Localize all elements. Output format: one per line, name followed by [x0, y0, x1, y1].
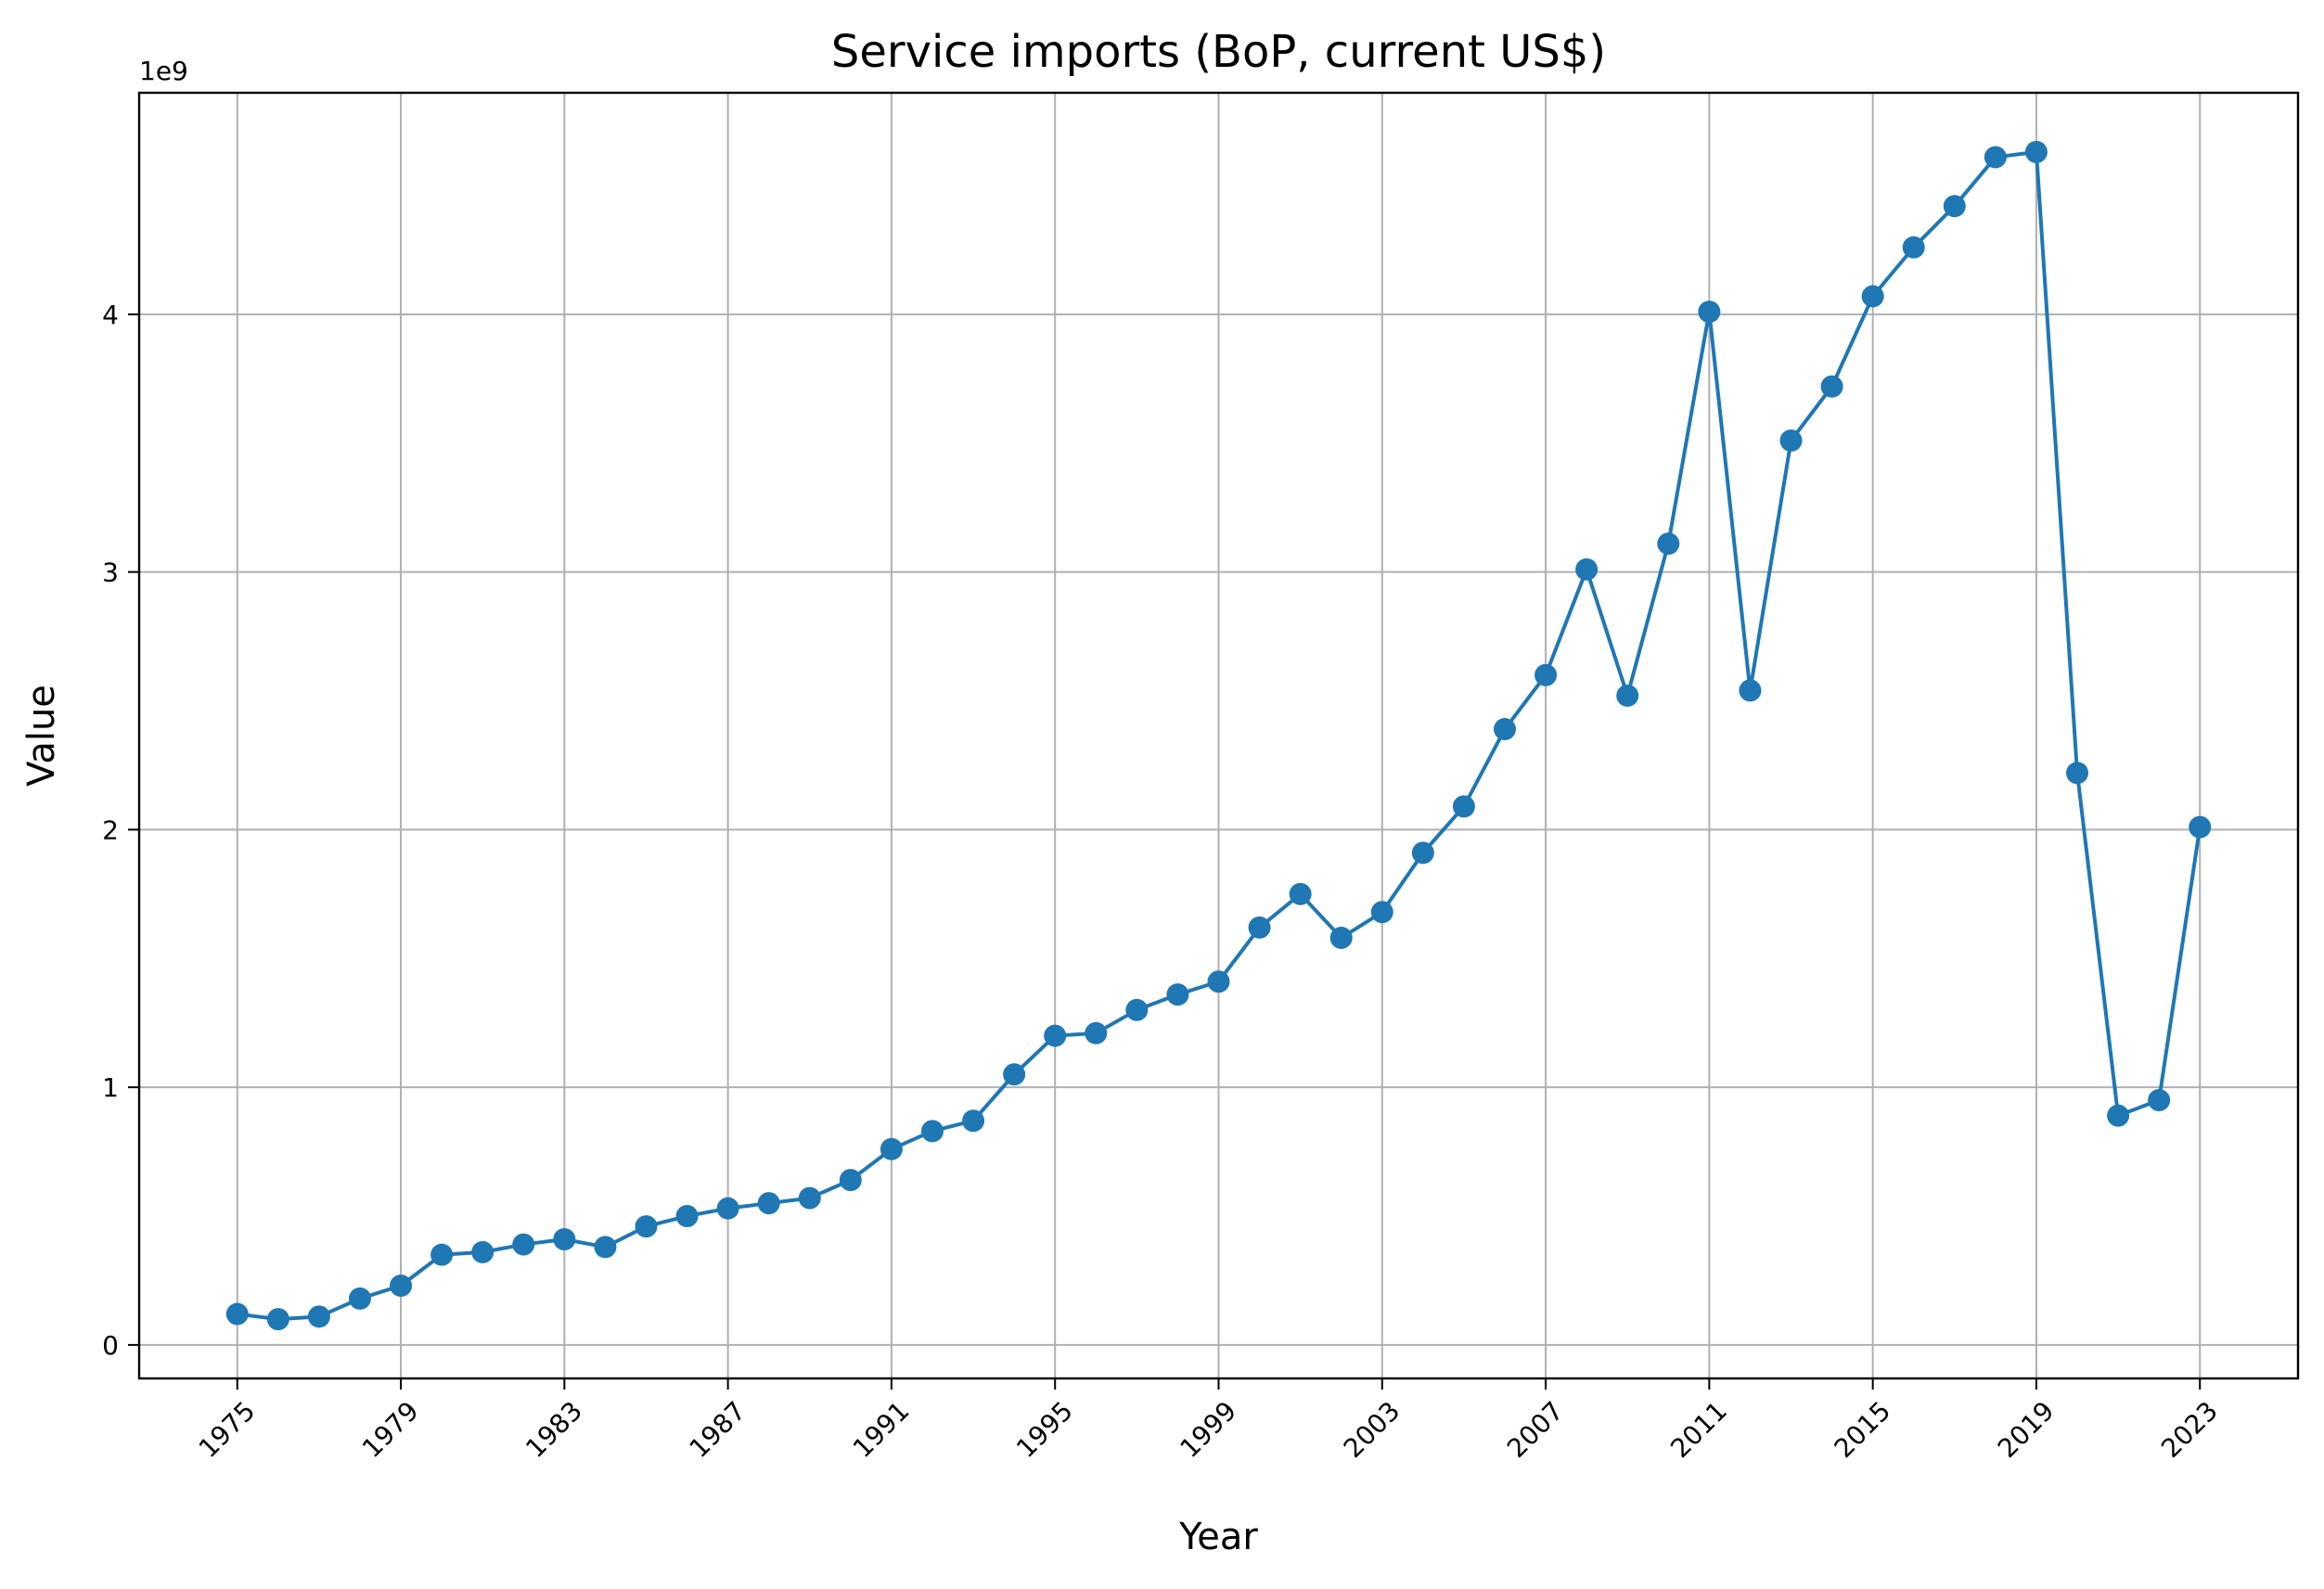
- data-point: [430, 1243, 454, 1266]
- data-point: [1085, 1021, 1108, 1044]
- data-point: [471, 1240, 494, 1263]
- data-point: [2148, 1089, 2171, 1112]
- x-axis-label: Year: [1178, 1516, 1258, 1558]
- data-point: [635, 1215, 658, 1238]
- data-point: [1125, 998, 1149, 1021]
- data-point: [1003, 1063, 1026, 1086]
- series-layer: [225, 140, 2212, 1331]
- y-tick-label: 3: [102, 557, 119, 588]
- data-point: [1616, 684, 1639, 707]
- y-tick-label: 4: [102, 300, 119, 330]
- data-point: [307, 1305, 330, 1328]
- data-point: [1820, 375, 1843, 398]
- data-point: [1861, 285, 1884, 308]
- data-point: [962, 1109, 985, 1133]
- data-point: [880, 1137, 903, 1160]
- data-point: [348, 1287, 371, 1310]
- y-axis-label: Value: [20, 685, 63, 787]
- data-point: [1452, 795, 1475, 818]
- data-point: [2066, 762, 2089, 785]
- data-point: [1494, 718, 1517, 741]
- data-point: [1779, 429, 1803, 452]
- data-point: [1207, 970, 1230, 993]
- data-point: [1166, 983, 1189, 1006]
- data-point: [390, 1275, 413, 1298]
- data-point: [1739, 679, 1762, 702]
- data-point: [1370, 901, 1393, 924]
- data-point: [225, 1302, 249, 1326]
- data-point: [757, 1192, 780, 1215]
- data-point: [675, 1205, 699, 1228]
- data-point: [1984, 146, 2007, 169]
- data-point: [1289, 882, 1312, 905]
- data-point: [920, 1120, 944, 1143]
- data-point: [1698, 301, 1721, 324]
- data-point: [1657, 532, 1680, 556]
- data-point: [798, 1186, 821, 1210]
- data-point: [1411, 841, 1434, 865]
- data-point: [1534, 663, 1558, 686]
- data-point: [512, 1233, 535, 1256]
- data-point: [1329, 927, 1353, 950]
- data-point: [2189, 815, 2212, 839]
- data-point: [266, 1308, 289, 1331]
- data-point: [2024, 140, 2048, 163]
- data-point: [1902, 236, 1925, 259]
- y-tick-label: 1: [102, 1072, 119, 1103]
- data-point: [553, 1228, 576, 1251]
- data-point: [839, 1169, 862, 1192]
- data-point: [1248, 916, 1271, 939]
- y-tick-label: 0: [102, 1330, 119, 1361]
- data-point: [716, 1197, 739, 1220]
- data-point: [594, 1236, 617, 1259]
- y-tick-label: 2: [102, 814, 119, 845]
- data-point: [1044, 1024, 1067, 1047]
- chart-title: Service imports (BoP, current US$): [831, 26, 1606, 78]
- data-point: [2107, 1104, 2130, 1127]
- data-point: [1575, 557, 1599, 581]
- y-axis-offset-label: 1e9: [139, 56, 188, 86]
- data-point: [1943, 195, 1966, 218]
